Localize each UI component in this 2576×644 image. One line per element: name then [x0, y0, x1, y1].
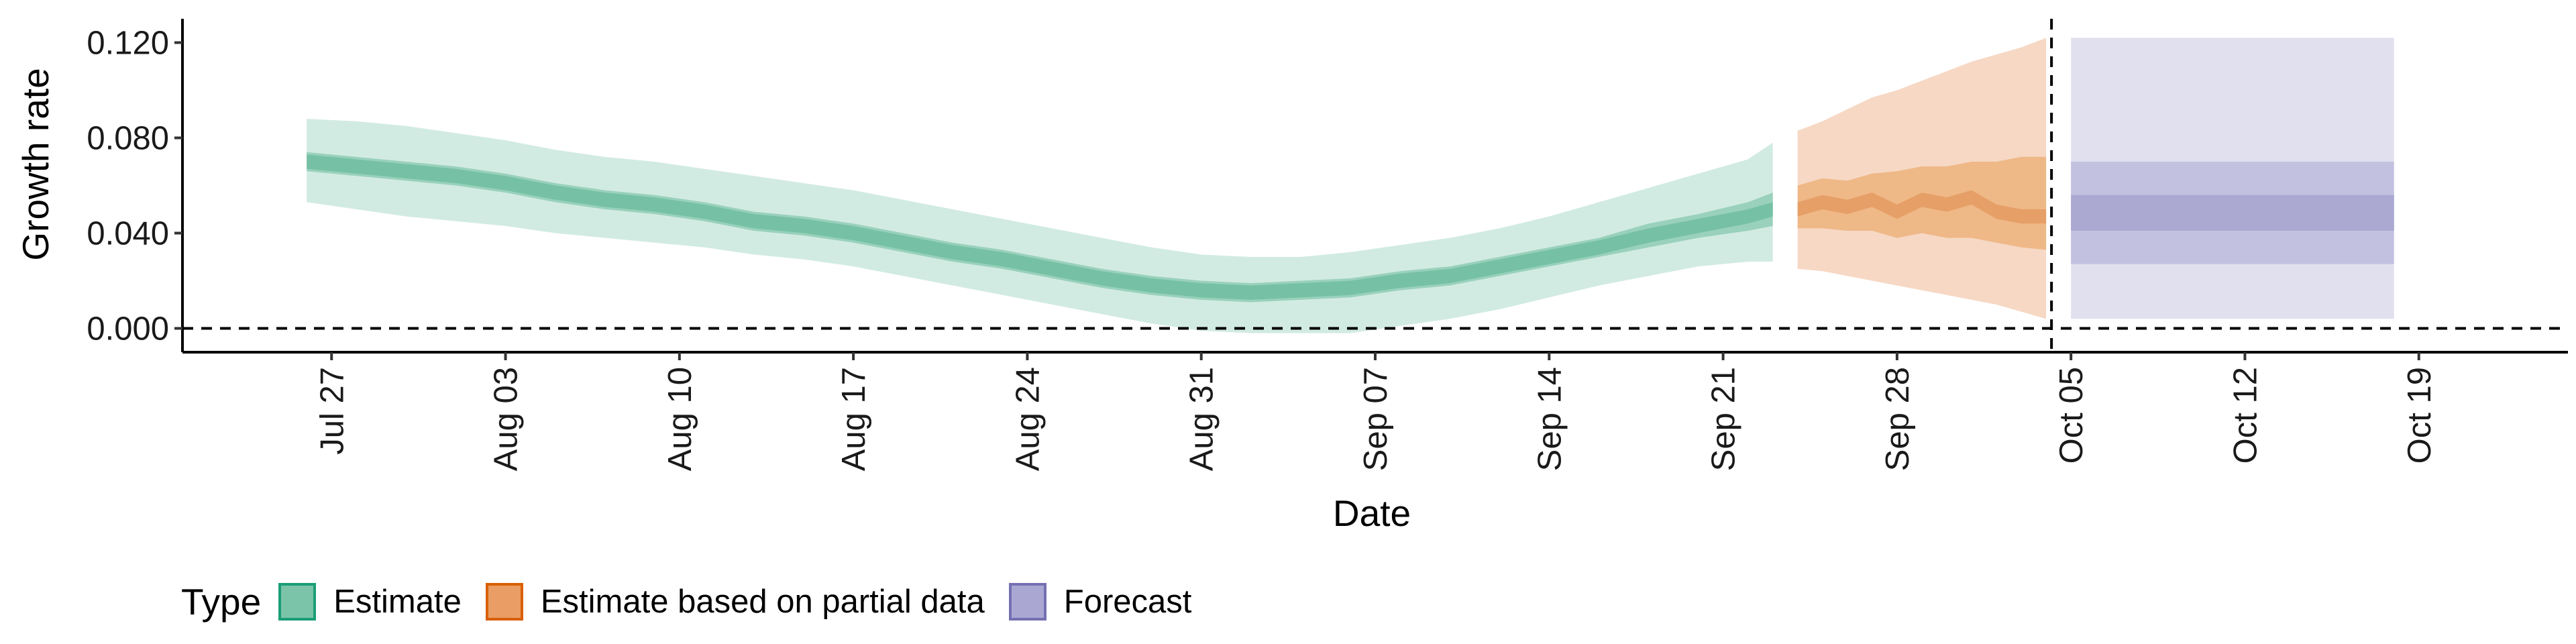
legend-item-forecast: Forecast	[1008, 583, 1192, 621]
legend-label-estimate: Estimate	[333, 584, 462, 620]
x-tick-label: Oct 19	[2402, 367, 2438, 464]
legend-label-forecast: Forecast	[1063, 584, 1192, 620]
x-tick-label: Sep 14	[1532, 367, 1568, 471]
legend-key-forecast	[1008, 583, 1046, 621]
y-tick-label: 0.040	[87, 216, 169, 252]
legend-item-partial: Estimate based on partial data	[485, 583, 985, 621]
legend-key-partial	[485, 583, 523, 621]
series-1	[1797, 38, 2047, 319]
x-tick-label: Aug 10	[662, 367, 698, 471]
x-tick-label: Sep 07	[1358, 367, 1394, 471]
y-tick-label: 0.120	[87, 25, 169, 62]
x-tick-label: Aug 03	[488, 367, 525, 471]
reference-lines	[182, 19, 2568, 352]
x-tick-label: Sep 28	[1880, 367, 1916, 471]
y-axis-title: Growth rate	[15, 68, 56, 260]
x-axis-title: Date	[1333, 492, 1411, 534]
x-tick-label: Sep 21	[1706, 367, 1742, 471]
y-tick-label: 0.000	[87, 311, 169, 347]
series-0	[307, 119, 1773, 333]
forecast-band-25	[2071, 195, 2394, 231]
legend-title: Type	[181, 581, 262, 623]
x-tick-label: Oct 05	[2053, 367, 2090, 464]
x-tick-label: Oct 12	[2228, 367, 2264, 464]
band-90	[307, 119, 1773, 333]
x-tick-label: Aug 24	[1010, 367, 1046, 471]
median-band	[1797, 190, 2047, 224]
x-tick-label: Jul 27	[314, 367, 350, 455]
legend-label-partial: Estimate based on partial data	[540, 584, 985, 620]
series-2	[2071, 38, 2394, 319]
y-tick-label: 0.080	[87, 121, 169, 157]
median-band	[307, 154, 1773, 300]
x-tick-label: Aug 17	[836, 367, 872, 471]
legend-key-estimate	[278, 583, 317, 621]
uncertainty-bands	[307, 38, 2394, 333]
legend: Type Estimate Estimate based on partial …	[181, 570, 1216, 633]
x-tick-label: Aug 31	[1184, 367, 1220, 471]
legend-item-estimate: Estimate	[278, 583, 462, 621]
tick-labels: 0.000 0.040 0.080 0.120 Jul 27 Aug 03 Aug 10 Au…	[87, 25, 2437, 472]
